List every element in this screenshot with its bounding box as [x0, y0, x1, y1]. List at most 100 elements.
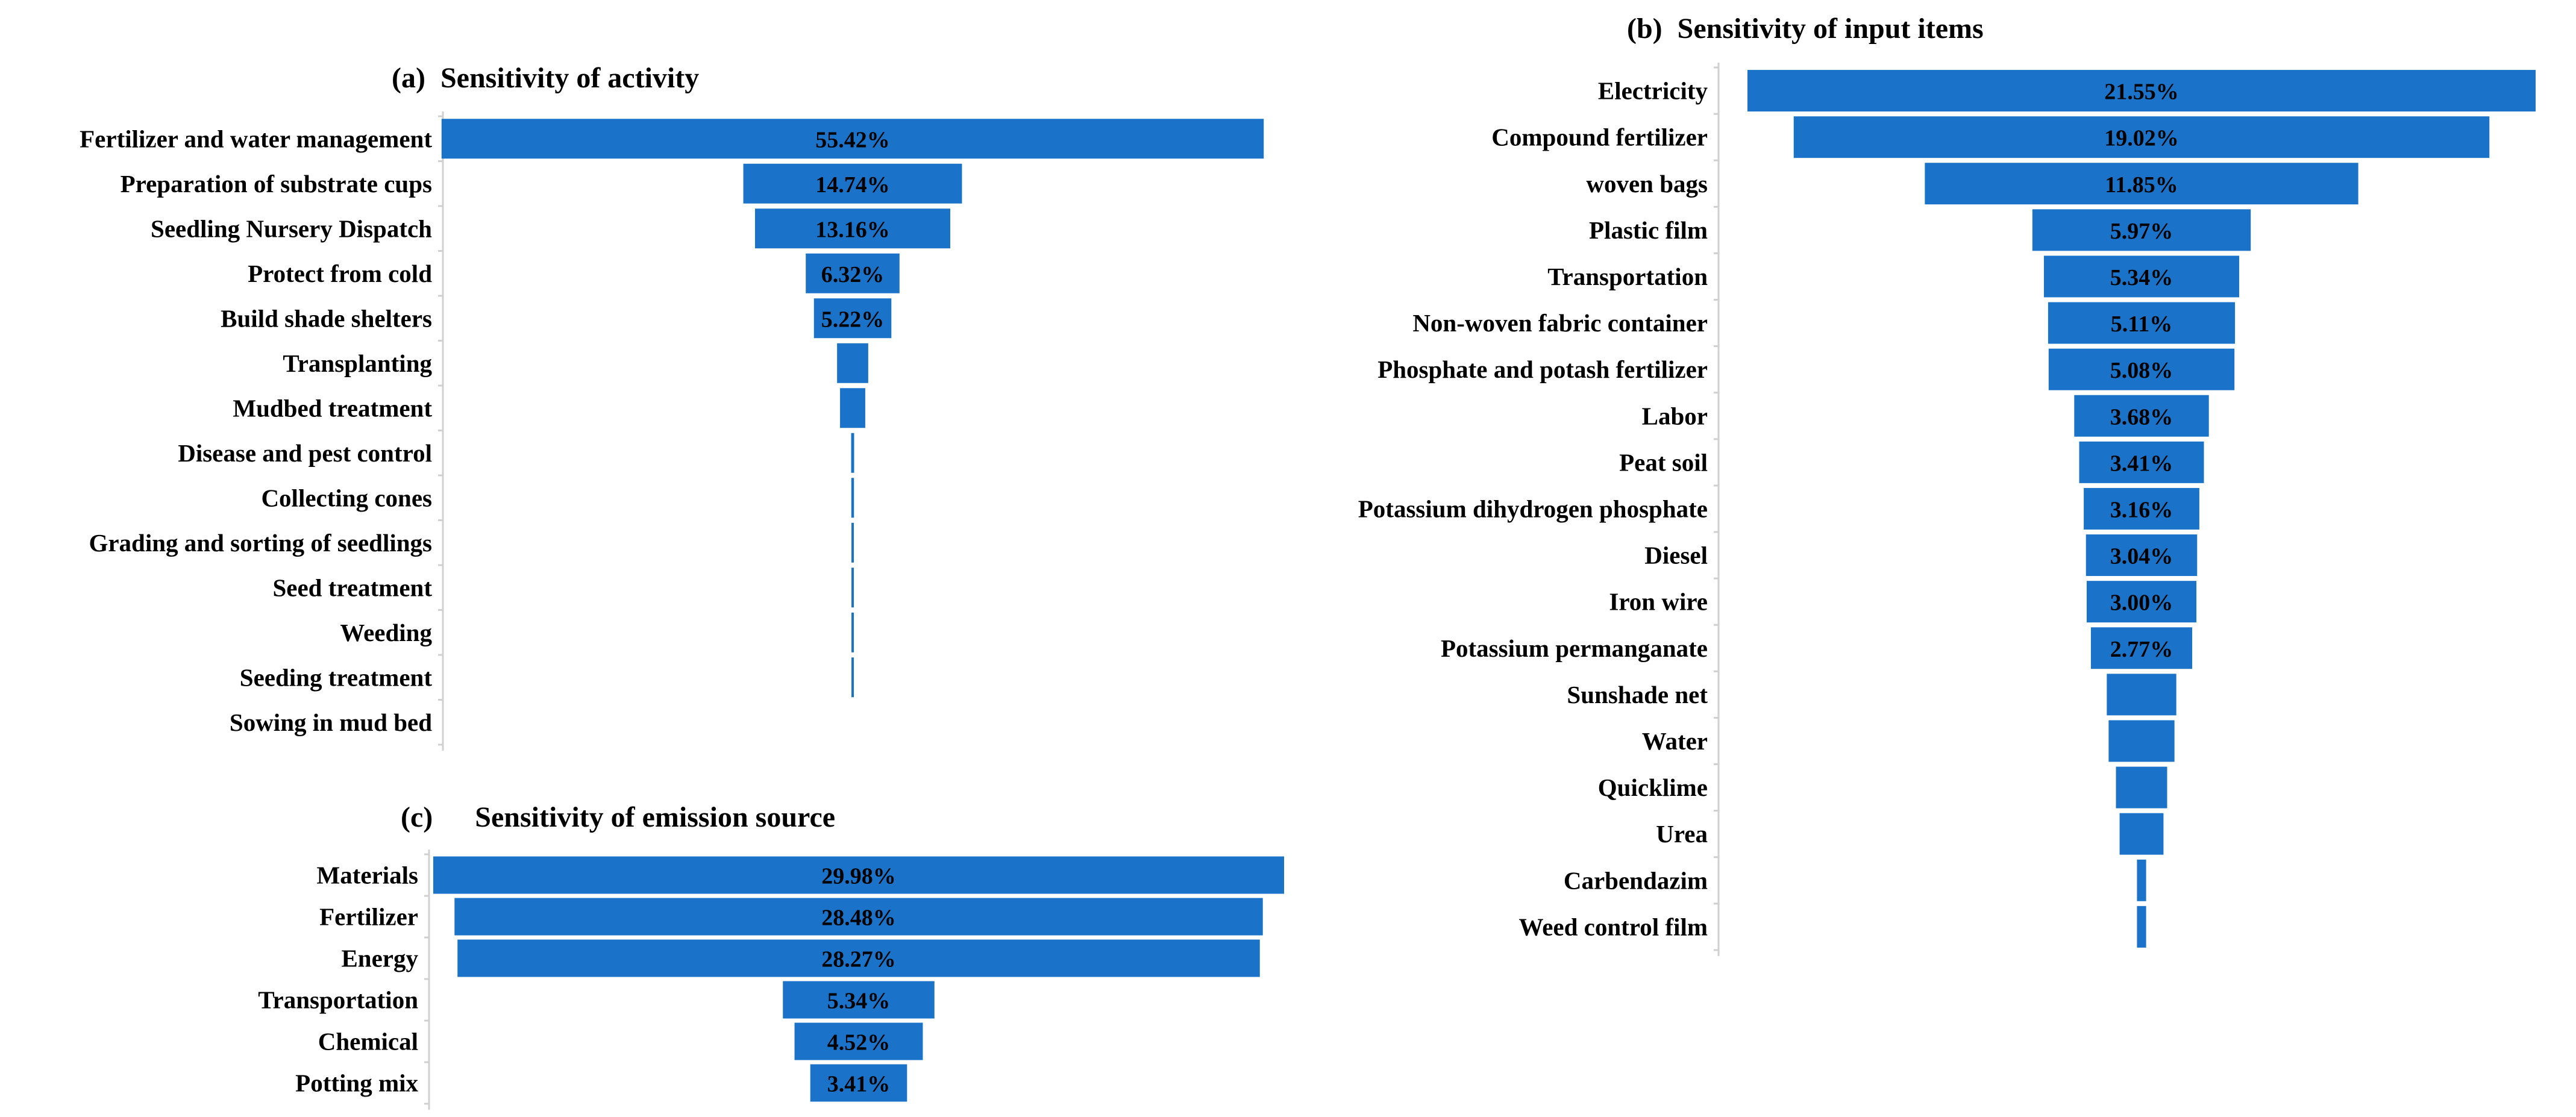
- panel-title-text: Sensitivity of activity: [440, 62, 699, 94]
- bar: [851, 478, 854, 518]
- bar: [755, 208, 950, 249]
- data-label: 21.55%: [2104, 80, 2179, 105]
- category-label: Peat soil: [1619, 448, 1708, 476]
- data-label: 5.08%: [2110, 358, 2173, 383]
- category-label: Protect from cold: [248, 260, 432, 287]
- data-label: 2.77%: [2110, 637, 2173, 662]
- data-label: 5.97%: [2110, 219, 2173, 244]
- panel-letter: (b): [1627, 13, 1662, 45]
- bar: [840, 388, 865, 428]
- panel-title-text: Sensitivity of emission source: [475, 801, 835, 833]
- category-label: Phosphate and potash fertilizer: [1377, 355, 1708, 383]
- data-label: 29.98%: [821, 864, 896, 889]
- category-label: Transportation: [1547, 263, 1708, 290]
- bar: [2119, 813, 2164, 855]
- bar: [2107, 674, 2176, 716]
- category-label: Collecting cones: [261, 484, 432, 512]
- data-label: 5.34%: [827, 989, 891, 1014]
- bar: [1747, 70, 2536, 112]
- category-label: Transportation: [258, 986, 418, 1014]
- category-label: Iron wire: [1609, 588, 1708, 616]
- panel-letter: (a): [392, 62, 425, 94]
- data-label: 4.52%: [827, 1030, 891, 1056]
- category-label: Seeding treatment: [240, 663, 433, 691]
- category-label: Potassium dihydrogen phosphate: [1358, 495, 1708, 522]
- category-label: Labor: [1642, 402, 1708, 430]
- data-label: 28.27%: [821, 947, 896, 972]
- data-label: 28.48%: [821, 906, 896, 931]
- data-label: 3.41%: [2110, 451, 2173, 476]
- category-label: Non-woven fabric container: [1412, 309, 1708, 337]
- data-label: 3.41%: [827, 1072, 891, 1097]
- bar: [2086, 581, 2197, 623]
- bar: [2108, 720, 2175, 762]
- panel-title-text: Sensitivity of input items: [1678, 13, 1984, 45]
- data-label: 6.32%: [821, 262, 885, 287]
- bar: [743, 163, 962, 204]
- bar: [806, 253, 900, 293]
- bar: [2032, 209, 2251, 251]
- category-label: Carbendazim: [1564, 866, 1708, 894]
- category-label: Preparation of substrate cups: [121, 170, 432, 198]
- category-label: Build shade shelters: [221, 304, 432, 332]
- category-label: Compound fertilizer: [1491, 124, 1708, 151]
- bar: [457, 939, 1260, 977]
- category-label: Water: [1642, 727, 1708, 755]
- bar: [1925, 163, 2358, 205]
- category-label: Weed control film: [1518, 913, 1708, 940]
- panel-title: (c) Sensitivity of emission source: [401, 801, 835, 833]
- category-label: Materials: [317, 862, 418, 889]
- bar: [2086, 534, 2198, 577]
- category-label: Electricity: [1598, 77, 1708, 105]
- category-label: Chemical: [318, 1028, 418, 1056]
- category-label: Plastic film: [1589, 216, 1708, 244]
- panel-2: (b) Sensitivity of input items Electricity…: [1358, 13, 2536, 956]
- category-label: Energy: [341, 945, 418, 972]
- bar: [851, 522, 854, 563]
- data-label: 19.02%: [2104, 126, 2179, 151]
- category-label: Quicklime: [1598, 774, 1708, 801]
- data-label: 11.85%: [2105, 172, 2178, 198]
- bar: [810, 1064, 907, 1102]
- data-label: 3.16%: [2110, 497, 2173, 522]
- category-label: Potting mix: [295, 1069, 418, 1097]
- bar: [851, 657, 854, 698]
- bar: [2074, 395, 2209, 437]
- data-label: 14.74%: [815, 172, 890, 198]
- data-label: 55.42%: [815, 127, 890, 152]
- data-label: 5.11%: [2111, 311, 2172, 337]
- bar: [794, 1022, 923, 1060]
- panel-1: (a) Sensitivity of activity Fertilizer and…: [80, 62, 1264, 751]
- bar: [783, 981, 935, 1019]
- data-label: 3.00%: [2110, 590, 2173, 616]
- category-label: Seedling Nursery Dispatch: [151, 214, 432, 242]
- panel-3: (c) Sensitivity of emission source Materia…: [258, 801, 1285, 1110]
- bar: [851, 433, 854, 473]
- data-label: 5.34%: [2110, 265, 2173, 290]
- bar: [2048, 348, 2235, 390]
- bar: [2084, 487, 2199, 530]
- panel-title: (a) Sensitivity of activity: [392, 62, 699, 94]
- bar: [2079, 441, 2204, 483]
- bar: [433, 856, 1285, 894]
- category-label: Weeding: [340, 619, 432, 646]
- panel-title: (b) Sensitivity of input items: [1627, 13, 1984, 45]
- data-label: 3.68%: [2110, 404, 2173, 430]
- category-label: Sowing in mud bed: [230, 709, 432, 736]
- bar: [2048, 302, 2236, 344]
- bar: [2137, 906, 2146, 948]
- bar: [851, 612, 854, 652]
- bar: [1793, 116, 2490, 158]
- category-label: Seed treatment: [272, 574, 432, 601]
- category-label: Disease and pest control: [178, 439, 432, 467]
- bar: [2137, 859, 2146, 901]
- bar: [454, 898, 1263, 936]
- category-label: Transplanting: [283, 349, 432, 377]
- bar: [851, 568, 854, 608]
- bar: [441, 119, 1264, 159]
- data-label: 3.04%: [2110, 544, 2173, 569]
- category-label: Sunshade net: [1567, 681, 1708, 709]
- category-label: Fertilizer: [319, 903, 418, 931]
- data-label: 13.16%: [815, 217, 890, 242]
